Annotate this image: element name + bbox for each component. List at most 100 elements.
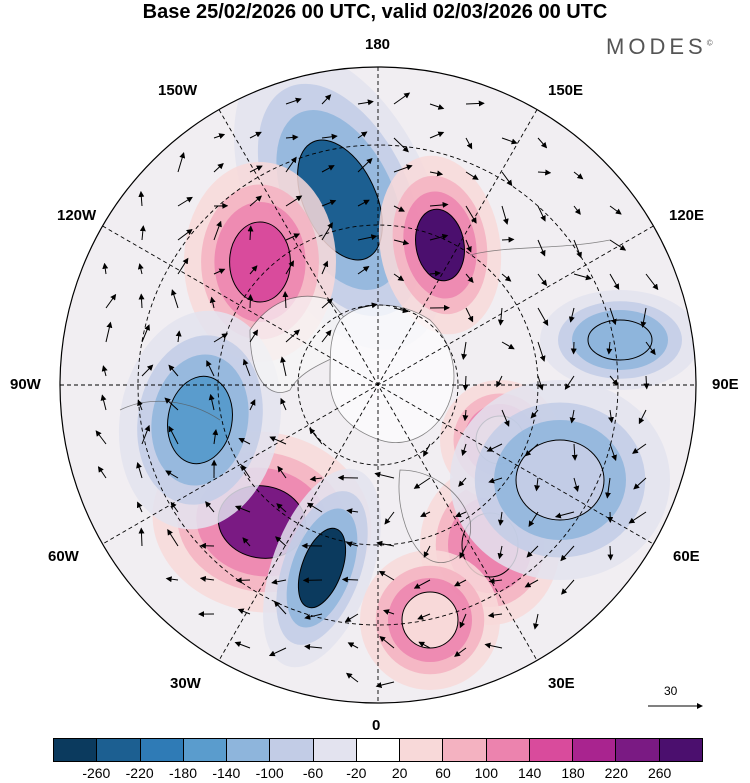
colorbar-swatch xyxy=(400,739,444,761)
wind-arrow xyxy=(321,260,329,275)
wind-arrow xyxy=(497,307,504,326)
wind-vectors xyxy=(95,92,659,688)
graticule xyxy=(60,67,696,703)
wind-arrow xyxy=(378,570,395,581)
wind-arrow xyxy=(465,273,474,284)
map-border xyxy=(59,66,697,704)
wind-arrow xyxy=(141,424,151,445)
wind-arrow xyxy=(534,477,541,492)
wind-arrow xyxy=(537,341,546,362)
wind-arrow xyxy=(423,545,431,558)
wind-arrow xyxy=(524,579,539,588)
wind-arrow xyxy=(528,511,539,527)
wind-arrow xyxy=(276,503,287,513)
wind-arrow xyxy=(138,293,145,309)
meridian-line xyxy=(102,225,654,545)
colorbar-tick-label: 20 xyxy=(391,765,408,781)
wind-arrow xyxy=(418,641,431,649)
colorbar-swatch xyxy=(227,739,271,761)
wind-arrow xyxy=(640,307,647,328)
map-title: Base 25/02/2026 00 UTC, valid 02/03/2026… xyxy=(142,1,608,23)
wind-arrow xyxy=(465,307,474,323)
wind-arrow xyxy=(199,575,215,582)
wind-arrow xyxy=(609,307,617,326)
wind-arrow xyxy=(209,296,216,309)
reference-vector-label: 30 xyxy=(664,684,678,698)
wind-arrow xyxy=(645,273,659,291)
wind-arrow xyxy=(97,466,107,479)
wind-arrow xyxy=(609,239,627,251)
wind-arrow xyxy=(429,270,441,277)
wind-arrow xyxy=(429,233,449,241)
anomaly-field xyxy=(118,67,696,690)
wind-arrow xyxy=(275,536,287,547)
wind-arrow xyxy=(213,220,222,241)
colorbar-swatch xyxy=(443,739,487,761)
wind-arrow xyxy=(573,273,592,281)
wind-arrow xyxy=(141,364,154,377)
wind-arrow xyxy=(537,137,548,149)
wind-arrow xyxy=(568,307,575,323)
colorbar-swatch xyxy=(659,739,702,761)
wind-arrow xyxy=(609,375,619,386)
wind-arrow xyxy=(357,99,374,106)
wind-arrow xyxy=(484,642,503,649)
colorbar-swatch xyxy=(573,739,617,761)
wind-arrow xyxy=(138,190,145,207)
wind-arrow xyxy=(461,341,468,360)
wind-arrow xyxy=(321,222,333,241)
wind-arrow xyxy=(345,672,359,683)
wind-arrow xyxy=(393,137,409,153)
wind-arrow xyxy=(271,578,287,585)
wind-arrow xyxy=(242,537,251,547)
wind-arrow xyxy=(269,436,287,445)
wind-arrow xyxy=(285,134,299,141)
wind-arrow xyxy=(321,165,335,173)
wind-arrow xyxy=(609,443,617,462)
wind-arrow xyxy=(105,321,113,343)
anomaly-center xyxy=(360,550,500,690)
wind-arrow xyxy=(413,477,431,489)
wind-arrow xyxy=(177,257,189,275)
wind-arrow xyxy=(429,131,445,139)
wind-arrow xyxy=(609,273,620,290)
wind-arrow xyxy=(341,576,359,583)
colorbar-swatch xyxy=(140,739,184,761)
wind-arrow xyxy=(241,464,251,479)
wind-arrow xyxy=(165,470,179,479)
wind-arrow xyxy=(168,364,179,377)
lon-label-0: 0 xyxy=(372,717,381,734)
colorbar-swatch xyxy=(616,739,660,761)
wind-arrow xyxy=(465,171,479,180)
wind-arrow xyxy=(95,430,107,445)
lon-label-120w: 120W xyxy=(57,207,97,224)
brand-logo: MODES© xyxy=(606,34,713,60)
wind-arrow xyxy=(170,289,179,309)
latitude-circle xyxy=(297,304,459,466)
colorbar-tick-label: 220 xyxy=(604,765,629,781)
wind-arrow xyxy=(277,465,287,479)
wind-arrow xyxy=(357,131,368,139)
coastlines xyxy=(119,239,611,563)
colorbar-tick-label: 140 xyxy=(517,765,542,781)
lon-label-150e: 150E xyxy=(548,82,584,99)
wind-arrow xyxy=(501,205,509,225)
wind-arrow xyxy=(458,477,467,487)
anomaly-center xyxy=(118,310,282,530)
wind-arrow xyxy=(454,647,467,657)
wind-arrow xyxy=(537,205,546,222)
wind-arrow xyxy=(533,613,539,630)
wind-arrow xyxy=(524,443,539,457)
wind-arrow xyxy=(177,152,186,173)
wind-arrow xyxy=(454,579,467,587)
wind-arrow xyxy=(561,579,575,595)
wind-arrow xyxy=(206,360,215,377)
wind-arrow xyxy=(249,265,258,275)
wind-arrow xyxy=(249,195,263,207)
wind-arrow xyxy=(537,375,544,391)
wind-arrow xyxy=(633,477,647,490)
wind-arrow xyxy=(606,341,613,355)
wind-arrow xyxy=(417,613,431,620)
brand-mark: © xyxy=(706,38,713,48)
wind-arrow xyxy=(234,505,251,513)
